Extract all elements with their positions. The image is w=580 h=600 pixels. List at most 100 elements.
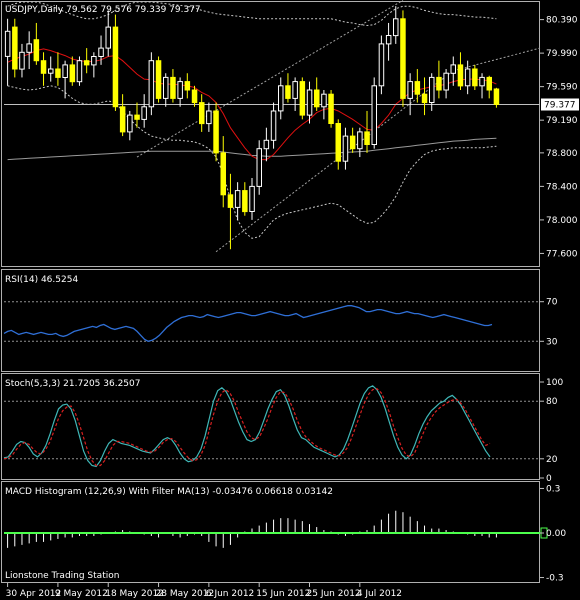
candle-body: [328, 93, 334, 124]
candle-body: [378, 43, 385, 87]
candle-body: [364, 131, 370, 145]
candle-body: [436, 76, 442, 91]
candle: [12, 18, 18, 78]
candle-body: [12, 26, 18, 70]
candle: [278, 77, 284, 120]
candle-body: [314, 89, 320, 108]
candle-body: [457, 64, 464, 87]
candle-body: [357, 131, 363, 150]
x-tick-label: 28 May 2012: [156, 589, 215, 599]
candle-body: [177, 81, 183, 99]
candle: [486, 75, 492, 99]
candle-body: [385, 35, 392, 45]
macd-chart: [4, 510, 548, 548]
price-tick-label: 77.600: [546, 249, 578, 259]
rsi-title: RSI(14) 46.5254: [5, 275, 78, 285]
candle-body: [299, 81, 306, 116]
candle-body: [112, 26, 119, 108]
candle-body: [33, 39, 40, 62]
candle: [48, 56, 54, 82]
candle-body: [249, 185, 255, 212]
candle: [493, 87, 500, 108]
stoch-title: Stoch(5,3,3) 21.7205 36.2507: [5, 379, 140, 389]
macd-tick-label: 0.3: [546, 484, 560, 494]
axes: 80.390 79.990 79.590 79.190 78.800 78.400 78.0…: [6, 16, 579, 599]
x-tick-label: 4 Jul 2012: [357, 589, 402, 599]
candle-body: [306, 89, 313, 116]
candle-body: [55, 68, 61, 78]
rsi-chart: [3, 301, 540, 342]
candle-body: [184, 81, 191, 91]
candle-body: [4, 30, 11, 57]
price-chart: [4, 0, 541, 253]
candle-body: [278, 85, 284, 112]
stoch-tick-label: 100: [546, 378, 563, 388]
candle-body: [400, 18, 406, 99]
candle: [134, 102, 140, 128]
candle: [400, 10, 406, 107]
candle-body: [479, 76, 485, 87]
stoch-tick-label: 0: [546, 474, 552, 484]
candle: [76, 56, 83, 86]
price-tick-label: 78.400: [546, 182, 578, 192]
stoch-pane-frame: [1, 373, 540, 480]
candle-body: [242, 190, 248, 213]
candle-body: [486, 76, 492, 91]
candle: [62, 60, 68, 99]
candle-body: [220, 152, 226, 196]
candle: [457, 52, 464, 90]
candle: [98, 35, 104, 65]
candle: [112, 14, 119, 111]
candle: [414, 69, 421, 103]
footer-label: Lionstone Trading Station: [5, 571, 119, 581]
candle-body: [40, 60, 47, 74]
trendline-lower: [215, 70, 454, 253]
candle-body: [443, 72, 449, 91]
candle-body: [393, 18, 399, 37]
candle-body: [141, 106, 147, 120]
candle-body: [206, 110, 212, 125]
candle: [19, 43, 25, 78]
x-tick-label: 9 May 2012: [55, 589, 108, 599]
candle: [4, 18, 11, 86]
candle: [385, 22, 392, 61]
candle-body: [335, 123, 341, 162]
candle: [55, 52, 61, 86]
x-tick-label: 25 Jun 2012: [307, 589, 361, 599]
candle-body: [493, 88, 500, 105]
candle: [371, 77, 377, 149]
candle-body: [170, 76, 176, 99]
rsi-tick-label: 70: [546, 298, 558, 308]
candle-body: [163, 76, 169, 99]
candle-body: [148, 60, 155, 108]
candle: [184, 73, 191, 99]
candle: [69, 56, 76, 86]
price-tick-label: 79.190: [546, 116, 578, 126]
candle: [364, 110, 370, 153]
candle: [321, 90, 327, 120]
candle-body: [407, 81, 413, 99]
candle-body: [91, 56, 97, 66]
stoch-main-line: [3, 385, 491, 468]
current-price-box: [541, 98, 579, 111]
candle-body: [421, 93, 428, 104]
candle-body: [119, 106, 126, 133]
price-pane-frame: [1, 1, 540, 267]
candle-body: [76, 60, 83, 83]
candle-body: [371, 85, 377, 146]
candle-body: [270, 110, 277, 141]
candle: [40, 52, 47, 86]
candle-body: [414, 81, 421, 95]
price-tick-label: 79.590: [546, 83, 578, 93]
candle-body: [26, 43, 32, 53]
candle: [342, 127, 349, 170]
candle-body: [127, 114, 133, 133]
candle: [335, 119, 341, 170]
candle-body: [256, 148, 262, 187]
candle: [141, 94, 147, 128]
candle-body: [83, 60, 90, 66]
x-tick-label: 30 Apr 2012: [6, 589, 62, 599]
x-tick-label: 6 Jun 2012: [206, 589, 254, 599]
candle-body: [19, 51, 25, 70]
